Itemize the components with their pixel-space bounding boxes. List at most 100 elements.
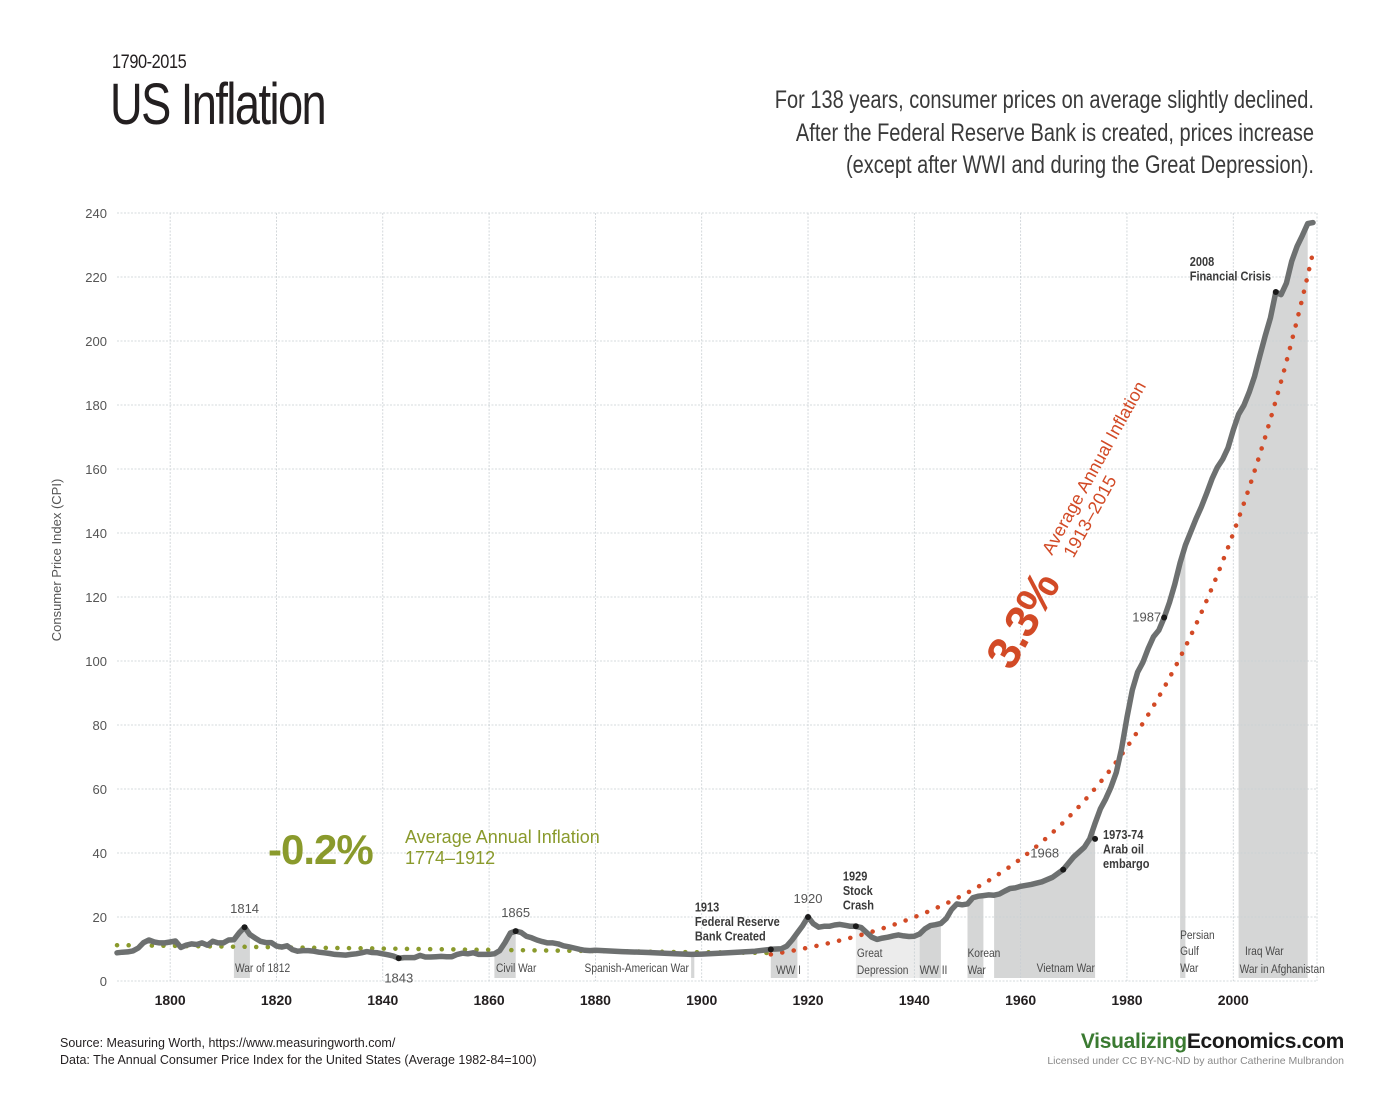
x-tick-label: 1860 (474, 992, 505, 1008)
event-marker (1272, 289, 1279, 296)
brand-block: VisualizingEconomics.com Licensed under … (1047, 1030, 1344, 1067)
x-tick-label: 1920 (792, 992, 823, 1008)
shaded-period (1180, 545, 1186, 978)
x-tick-label: 1820 (261, 992, 292, 1008)
y-tick-label: 240 (85, 206, 107, 221)
event-label: Financial Crisis (1190, 270, 1272, 284)
event-label: 1913 (695, 901, 720, 915)
post-fed-trend-line (768, 250, 1316, 957)
x-tick-label: 1840 (367, 992, 398, 1008)
data-point-marker (512, 928, 519, 935)
data-point-label: 1814 (230, 901, 259, 916)
event-label: Crash (843, 899, 874, 913)
y-tick-label: 40 (93, 846, 107, 861)
shaded-periods (233, 223, 1308, 979)
source-line: Source: Measuring Worth, https://www.mea… (60, 1036, 396, 1050)
shaded-period-label: War in Afghanistan (1240, 963, 1325, 976)
grid (117, 212, 1318, 982)
description-line: (except after WWI and during the Great D… (846, 151, 1314, 179)
pre-fed-rate: -0.2% (268, 826, 373, 873)
x-tick-label: 1960 (1005, 992, 1036, 1008)
shaded-period-label: Persian (1180, 929, 1215, 942)
data-point-label: 1987 (1132, 609, 1161, 624)
data-point-marker (1161, 614, 1168, 621)
chart-date-range: 1790-2015 (112, 52, 187, 73)
shaded-period (233, 927, 250, 978)
y-tick-label: 160 (85, 462, 107, 477)
data-point-label: 1865 (501, 905, 530, 920)
y-tick-label: 60 (93, 782, 107, 797)
annotations: -0.2% Average Annual Inflation 1774–1912… (268, 378, 1150, 873)
data-description-line: Data: The Annual Consumer Price Index fo… (60, 1053, 537, 1067)
shaded-period-labels: War of 1812 Civil War Spanish-American War… (235, 929, 1325, 977)
event-marker (767, 946, 774, 953)
shaded-period-label: War (1180, 962, 1199, 975)
y-tick-label: 100 (85, 654, 107, 669)
shaded-period-label: Great (857, 947, 883, 960)
y-tick-label: 180 (85, 398, 107, 413)
shaded-period-label: Iraq War (1245, 945, 1284, 958)
shaded-period-label: WW II (920, 964, 948, 977)
shaded-period-label: WW I (776, 964, 801, 977)
axes: Consumer Price Index (CPI) 0 20 40 60 80 100 1… (49, 206, 1249, 1008)
cpi-line (114, 219, 1316, 962)
x-tick-label: 1800 (155, 992, 186, 1008)
chart-description: For 138 years, consumer prices on averag… (775, 84, 1314, 182)
data-point-marker (805, 914, 812, 920)
event-marker (1092, 835, 1099, 842)
description-line: For 138 years, consumer prices on averag… (774, 86, 1314, 114)
x-tick-label: 1980 (1111, 992, 1142, 1008)
y-tick-label: 200 (85, 334, 107, 349)
y-tick-label: 80 (93, 718, 107, 733)
x-tick-label: 1940 (899, 992, 930, 1008)
shaded-period (494, 931, 516, 978)
license-text: Licensed under CC BY-NC-ND by author Cat… (1047, 1055, 1344, 1067)
shaded-period-label: War of 1812 (235, 962, 290, 975)
post-fed-rate: 3.3% (975, 563, 1069, 676)
x-tick-label: 1900 (686, 992, 717, 1008)
event-label: 2008 (1190, 255, 1215, 269)
x-tick-label: 2000 (1218, 992, 1249, 1008)
data-point-marker (395, 955, 402, 962)
y-tick-label: 220 (85, 270, 107, 285)
pre-fed-rate-label: Average Annual Inflation (405, 827, 600, 847)
brand-logo-text[interactable]: VisualizingEconomics.com (1047, 1030, 1344, 1054)
event-label: Bank Created (695, 930, 766, 944)
shaded-period-label: Korean (967, 947, 1000, 960)
data-point-label: 1920 (794, 891, 823, 906)
y-tick-label: 140 (85, 526, 107, 541)
y-tick-label: 20 (93, 910, 107, 925)
event-marker (852, 923, 859, 930)
data-point-marker (1060, 866, 1067, 873)
brand-part-economics: Economics.com (1186, 1030, 1344, 1053)
event-label: Federal Reserve (695, 915, 780, 929)
y-axis-label: Consumer Price Index (CPI) (49, 479, 64, 642)
event-label: 1929 (843, 870, 868, 884)
shaded-period-label: Civil War (496, 962, 537, 975)
description-line: After the Federal Reserve Bank is create… (795, 118, 1314, 147)
pre-fed-rate-years: 1774–1912 (405, 848, 495, 868)
brand-part-visualizing: Visualizing (1080, 1030, 1187, 1053)
shaded-period (691, 954, 695, 978)
shaded-period-label: Depression (857, 964, 909, 977)
cpi-line-group (114, 219, 1316, 962)
shaded-period-label: Vietnam War (1037, 962, 1096, 975)
shaded-period-label: War (967, 964, 986, 977)
event-label: 1973-74 (1103, 828, 1144, 842)
shaded-period (1238, 223, 1308, 979)
y-tick-label: 0 (100, 974, 107, 989)
event-label: embargo (1103, 857, 1149, 871)
event-label: Arab oil (1103, 843, 1144, 857)
shaded-period (967, 895, 984, 978)
event-label: Stock (843, 884, 873, 898)
source-notes: Source: Measuring Worth, https://www.mea… (60, 1035, 537, 1069)
data-point-label: 1968 (1030, 846, 1059, 861)
data-point-label: 1843 (384, 970, 413, 985)
shaded-period-label: Spanish-American War (585, 962, 690, 975)
x-tick-label: 1880 (580, 992, 611, 1008)
shaded-period (919, 923, 941, 978)
shaded-period-label: Gulf (1180, 945, 1200, 958)
data-point-marker (241, 924, 248, 931)
